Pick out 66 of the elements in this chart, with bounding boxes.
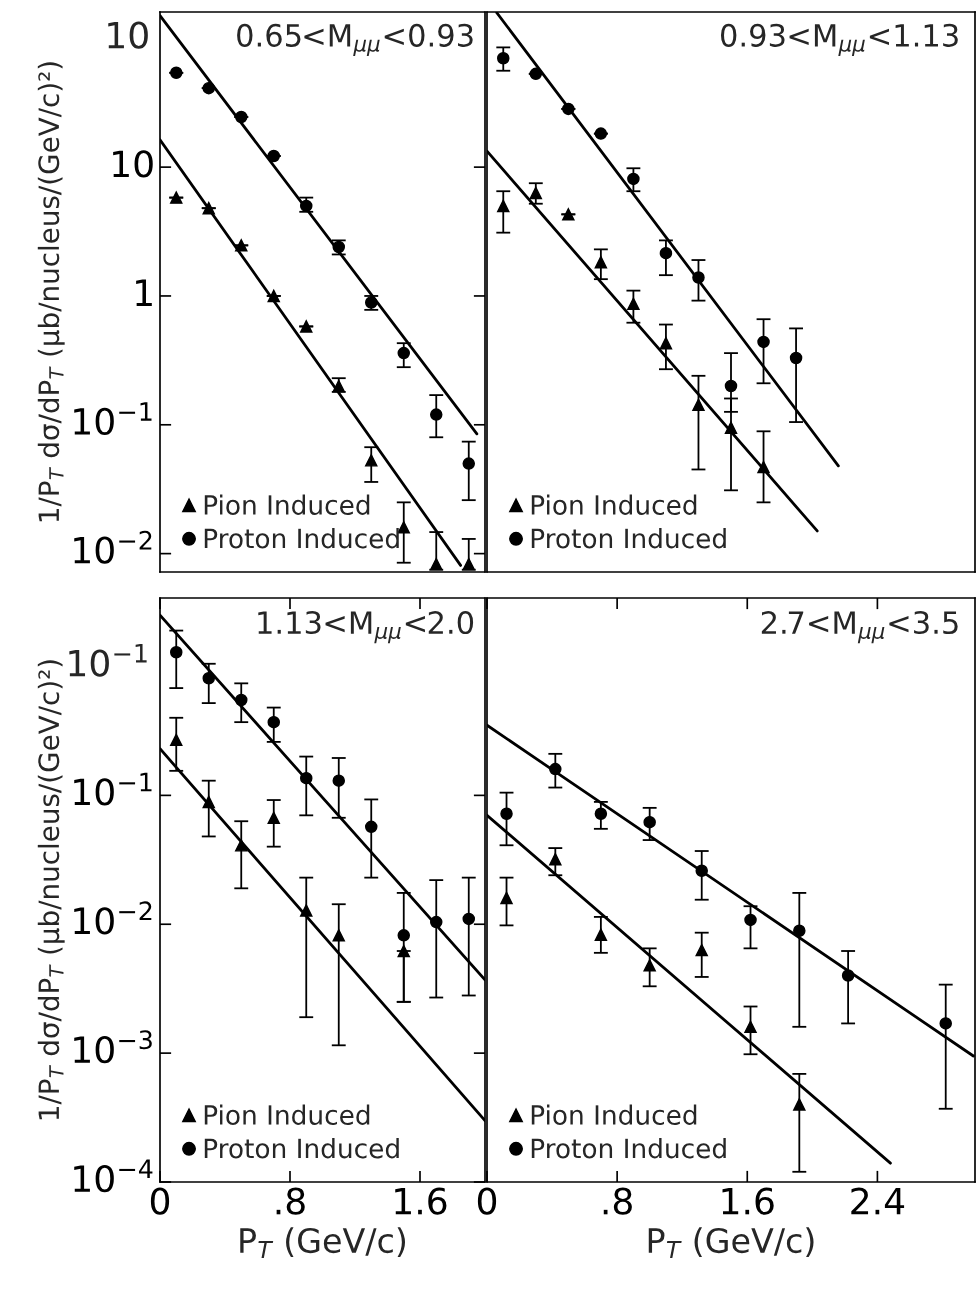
y-tick-label: 10$^{−3}$ bbox=[74, 1030, 152, 1064]
point bbox=[529, 67, 543, 81]
x-tick-label: 1.6 bbox=[395, 1187, 447, 1215]
point bbox=[549, 852, 562, 866]
point bbox=[724, 379, 738, 393]
point bbox=[627, 172, 640, 186]
point bbox=[529, 186, 543, 200]
point bbox=[793, 1098, 806, 1111]
y-tick-label: 10$^{−2}$ bbox=[74, 901, 152, 935]
y-tick-label: 10$^{−1}$ bbox=[74, 402, 152, 436]
point bbox=[643, 959, 656, 972]
x-tick-label: 0 bbox=[150, 1187, 170, 1215]
y-tick-label: 1 bbox=[136, 279, 152, 306]
point bbox=[793, 924, 806, 938]
y-tick-label: 10$^{−1}$ bbox=[74, 772, 152, 806]
annotation: 2.7<M$_{μμ}$<3.5 bbox=[761, 611, 958, 644]
x-tick-label: .8 bbox=[603, 1187, 632, 1215]
point bbox=[659, 336, 673, 350]
x-tick-label: 1.6 bbox=[722, 1187, 774, 1215]
annotation: 0.93<M$_{μμ}$<1.13 bbox=[720, 23, 958, 56]
y-tick-label: 10$^{−4}$ bbox=[74, 1159, 153, 1193]
legend-label: Pion Induced bbox=[531, 494, 697, 515]
point bbox=[695, 864, 708, 878]
point bbox=[841, 969, 855, 982]
legend-label: Pion Induced bbox=[531, 1104, 697, 1125]
point bbox=[594, 807, 608, 821]
legend-label: Proton Induced bbox=[204, 1137, 399, 1159]
x-axis-title: P$_{T}$ (GeV/c) bbox=[648, 1227, 814, 1259]
point bbox=[562, 102, 575, 116]
point bbox=[659, 246, 673, 260]
point bbox=[757, 335, 770, 349]
point bbox=[500, 807, 513, 821]
annotation: 0.65<M$_{μμ}$<0.93 bbox=[237, 23, 473, 56]
legend-label: Proton Induced bbox=[531, 527, 726, 549]
point bbox=[549, 762, 562, 776]
legend-label: Pion Induced bbox=[204, 494, 370, 515]
x-tick-label: .8 bbox=[276, 1187, 305, 1215]
point bbox=[594, 255, 608, 269]
point bbox=[724, 421, 738, 434]
y-tick-label: 10$^{−2}$ bbox=[74, 530, 152, 564]
point bbox=[695, 943, 708, 957]
point bbox=[594, 127, 608, 140]
y-axis-title: 1/P$_{T}$ dσ/dP$_{T}$ (μb/nucleus/(GeV/c)²) bbox=[37, 62, 65, 522]
point bbox=[757, 460, 770, 474]
point bbox=[497, 199, 510, 213]
point bbox=[500, 891, 513, 905]
point bbox=[562, 208, 575, 221]
point bbox=[594, 928, 608, 941]
legend-label: Proton Induced bbox=[531, 1137, 726, 1159]
point bbox=[497, 52, 510, 65]
point bbox=[643, 815, 656, 829]
point bbox=[744, 913, 757, 927]
x-tick-label: 0 bbox=[477, 1187, 497, 1215]
legend-label: Proton Induced bbox=[204, 527, 399, 549]
x-axis-title: P$_{T}$ (GeV/c) bbox=[240, 1227, 406, 1259]
x-tick-label: 2.4 bbox=[851, 1187, 905, 1215]
y-tick-label: 10 bbox=[113, 150, 153, 178]
point bbox=[692, 398, 705, 412]
point bbox=[627, 297, 640, 311]
point bbox=[939, 1017, 952, 1030]
y-axis-title: 1/P$_{T}$ dσ/dP$_{T}$ (μb/nucleus/(GeV/c)²) bbox=[37, 660, 65, 1120]
legend-label: Pion Induced bbox=[204, 1104, 370, 1125]
point bbox=[744, 1020, 757, 1034]
annotation: 1.13<M$_{μμ}$<2.0 bbox=[258, 611, 474, 644]
point bbox=[789, 351, 803, 365]
point bbox=[692, 271, 705, 284]
